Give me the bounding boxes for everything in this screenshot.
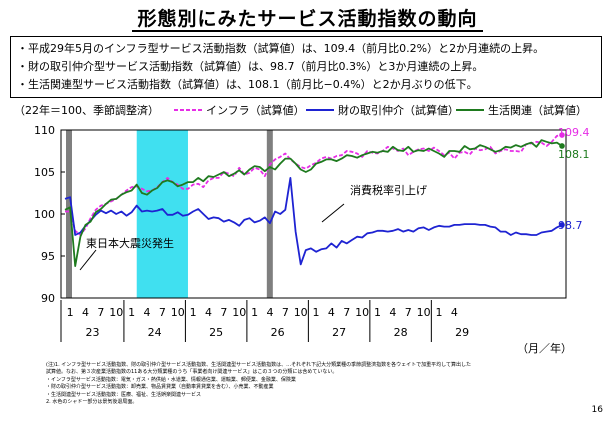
annotation-tax-hike-arrow — [321, 203, 345, 223]
legend: インフラ（試算値） 財の取引仲介（試算値） 生活関連（試算値） — [174, 103, 587, 117]
year-label: 29 — [455, 326, 469, 339]
year-label: 26 — [271, 326, 285, 339]
footnote-line: 2. 水色のシャドー部分は景気後退局面。 — [46, 399, 138, 406]
x-tick-label: 1 — [436, 306, 443, 319]
x-tick-label: 4 — [205, 306, 212, 319]
series-line-life — [64, 139, 563, 268]
series-line-infra — [65, 134, 563, 236]
series-end-marker-trade — [559, 222, 565, 228]
x-tick-label: 4 — [82, 306, 89, 319]
year-label: 28 — [394, 326, 408, 339]
x-tick-label: 4 — [328, 306, 335, 319]
footnote-line: ・生活関連型サービス活動指数：医療、福祉、生活娯楽関連サービス — [46, 391, 202, 398]
y-tick-label: 105 — [34, 166, 55, 179]
x-tick-label: 7 — [220, 306, 227, 319]
x-tick-label: 1 — [374, 306, 381, 319]
x-tick-label: 7 — [159, 306, 166, 319]
title-underline — [132, 30, 483, 32]
x-tick-label: 7 — [405, 306, 412, 319]
page-title: 形態別にみたサービス活動指数の動向 — [137, 8, 478, 30]
y-tick-label: 110 — [34, 124, 55, 137]
footnote-line: ・財の取引仲介型サービス活動指数：卸売業、物品賃貸業（自動車賃貸業を含む）、小売… — [46, 384, 274, 391]
year-label: 24 — [148, 326, 162, 339]
shock-bar — [66, 130, 72, 298]
x-tick-label: 1 — [128, 306, 135, 319]
summary-line-life: ・生活関連型サービス活動指数（試算値）は、108.1（前月比−0.4%）と2か月… — [17, 78, 478, 91]
series-end-marker-life — [559, 143, 565, 149]
x-tick-label: 10 — [232, 306, 246, 319]
x-tick-label: 10 — [417, 306, 431, 319]
x-tick-label: 1 — [190, 306, 197, 319]
x-tick-label: 1 — [67, 306, 74, 319]
year-label: 25 — [209, 326, 223, 339]
x-tick-label: 1 — [251, 306, 258, 319]
x-tick-label: 4 — [389, 306, 396, 319]
x-tick-label: 4 — [143, 306, 150, 319]
x-tick-label: 7 — [97, 306, 104, 319]
year-label: 23 — [85, 326, 99, 339]
x-tick-label: 7 — [282, 306, 289, 319]
end-label-infra: 109.4 — [558, 126, 590, 139]
x-tick-label: 7 — [343, 306, 350, 319]
x-tick-label: 1 — [313, 306, 320, 319]
annotation-earthquake: 東日本大震災発生 — [86, 236, 174, 250]
legend-label-infra: インフラ（試算値） — [206, 103, 305, 117]
x-tick-label: 4 — [451, 306, 458, 319]
page-number: 16 — [591, 405, 603, 415]
x-tick-label: 4 — [266, 306, 273, 319]
footnote-line: ・インフラ型サービス活動指数：電気・ガス・熱供給・水道業、情報通信業、運輸業、郵… — [46, 376, 296, 383]
x-tick-label: 10 — [171, 306, 185, 319]
legend-label-trade: 財の取引仲介（試算値） — [338, 103, 459, 117]
year-label: 27 — [332, 326, 346, 339]
annotation-tax-hike: 消費税率引上げ — [350, 183, 427, 197]
y-tick-label: 100 — [34, 208, 55, 221]
x-tick-label: 10 — [355, 306, 369, 319]
y-tick-label: 95 — [41, 250, 55, 263]
summary-line-trade: ・財の取引仲介型サービス活動指数（試算値）は、98.7（前月比0.3%）と3か月… — [17, 60, 484, 73]
summary-line-infra: ・平成29年5月のインフラ型サービス活動指数（試算値）は、109.4（前月比0.… — [17, 42, 545, 55]
x-tick-label: 10 — [294, 306, 308, 319]
line-chart: （22年＝100、季節調整済） インフラ（試算値） 財の取引仲介（試算値） 生活関連… — [14, 103, 590, 355]
tax-hike-bar — [266, 130, 273, 298]
footnote-line: 試算値。なお、第３次産業活動指数の11ある大分類業種のうち「事業者向け関連サービ… — [46, 369, 338, 376]
footnotes: (注)1. インフラ型サービス活動指数、財の取引仲介型サービス活動指数、生活関連… — [46, 362, 566, 406]
end-label-trade: 98.7 — [558, 219, 583, 232]
unit-note: （22年＝100、季節調整済） — [14, 103, 159, 117]
end-label-life: 108.1 — [558, 148, 590, 161]
y-tick-label: 90 — [41, 292, 55, 305]
footnote-line: (注)1. インフラ型サービス活動指数、財の取引仲介型サービス活動指数、生活関連… — [46, 362, 471, 368]
period-label: （月／年） — [517, 341, 572, 355]
summary-box: ・平成29年5月のインフラ型サービス活動指数（試算値）は、109.4（前月比0.… — [10, 36, 602, 98]
x-tick-label: 10 — [109, 306, 123, 319]
annotation-earthquake-arrow — [79, 249, 97, 271]
series-line-trade — [64, 177, 563, 266]
series-end-marker-infra — [559, 132, 565, 138]
legend-label-life: 生活関連（試算値） — [488, 103, 587, 117]
